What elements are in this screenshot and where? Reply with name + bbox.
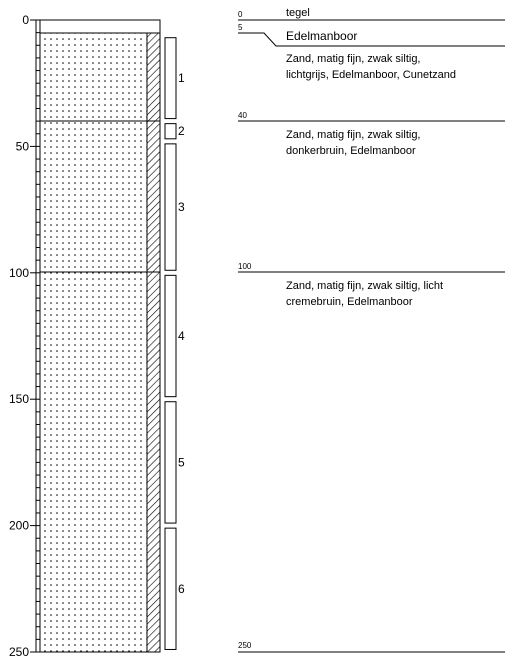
sand-column	[39, 32, 148, 653]
depth-tick-label: 200	[9, 519, 29, 533]
depth-label-5: 5	[238, 23, 243, 32]
depth-tick-label: 150	[9, 392, 29, 406]
sample-label-3: 3	[178, 200, 185, 214]
soil-column	[39, 19, 161, 653]
layer-desc-2-line-2: donkerbruin, Edelmanboor	[286, 145, 416, 157]
sample-interval-3	[164, 143, 177, 271]
depth-tick-label: 0	[22, 13, 29, 27]
sample-interval-5	[164, 401, 177, 524]
layer-desc-edelmanboor: Edelmanboor	[286, 29, 357, 43]
sample-label-4: 4	[178, 329, 185, 343]
sample-interval-6	[164, 527, 177, 650]
layer-desc-tegel: tegel	[286, 7, 310, 19]
sample-interval-2	[164, 123, 177, 140]
major-ticks: 0 50 100 150 200 250	[9, 13, 40, 659]
minor-ticks	[36, 32, 40, 640]
depth-axis: 0 50 100 150 200 250	[9, 13, 40, 659]
sample-label-1: 1	[178, 71, 185, 85]
sample-label-2: 2	[178, 124, 185, 138]
depth-label-0: 0	[238, 10, 243, 19]
sample-label-5: 5	[178, 455, 185, 469]
layer-line-5	[238, 32, 505, 47]
layer-desc-1-line-1: Zand, matig fijn, zwak siltig,	[286, 53, 421, 65]
sample-interval-4	[164, 274, 177, 398]
layer-desc-1-line-2: lichtgrijs, Edelmanboor, Cunetzand	[286, 69, 456, 81]
column-top-cap	[39, 19, 161, 34]
sample-interval-1	[164, 37, 177, 120]
layer-descriptions: 0 tegel 5 Edelmanboor Zand, matig fijn, …	[238, 7, 505, 653]
depth-label-40: 40	[238, 111, 247, 120]
casing-hatch	[146, 32, 161, 653]
layer-desc-2-line-1: Zand, matig fijn, zwak siltig,	[286, 129, 421, 141]
sample-label-6: 6	[178, 582, 185, 596]
depth-label-100: 100	[238, 262, 252, 271]
depth-tick-label: 100	[9, 266, 29, 280]
depth-tick-label: 50	[16, 139, 30, 153]
depth-tick-label: 250	[9, 645, 29, 659]
layer-desc-3-line-1: Zand, matig fijn, zwak siltig, licht	[286, 280, 443, 292]
samples: 1 2 3 4 5 6	[164, 37, 185, 650]
depth-label-250: 250	[238, 641, 252, 650]
layer-desc-3-line-2: cremebruin, Edelmanboor	[286, 296, 413, 308]
